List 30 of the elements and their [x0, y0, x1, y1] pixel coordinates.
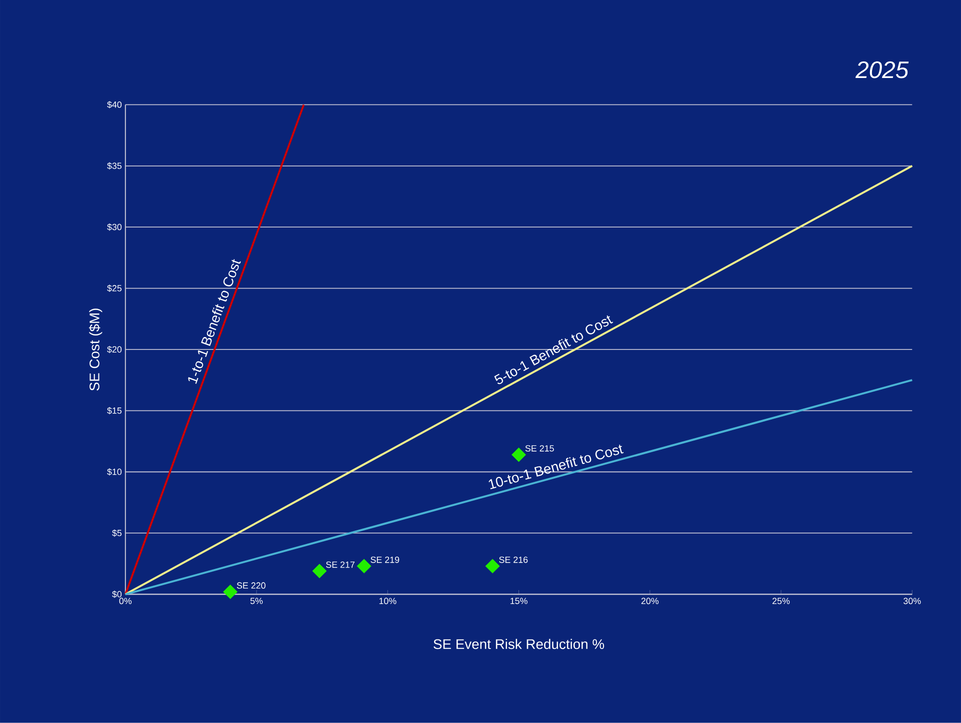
x-tick-label: 15% — [510, 598, 528, 604]
x-tick-label: 0% — [119, 598, 132, 604]
y-tick-label: $25 — [107, 284, 122, 292]
y-tick-label: $15 — [107, 407, 122, 414]
y-axis-title: SE Cost ($M) — [88, 308, 102, 391]
annotation: SE 216 — [499, 556, 528, 563]
y-tick-label: $30 — [107, 224, 122, 231]
y-tick-label: $20 — [107, 346, 122, 354]
y-tick-label: $10 — [107, 468, 122, 476]
point — [485, 558, 500, 574]
point — [223, 584, 238, 600]
x-tick-label: 5% — [250, 598, 263, 604]
point — [356, 558, 372, 574]
point — [312, 564, 327, 578]
x-tick-label: 10% — [379, 598, 396, 604]
annotation: SE 220 — [236, 582, 266, 589]
chart-title: 2025 — [855, 61, 909, 78]
annotation: SE 215 — [525, 445, 554, 452]
x-tick-label: 20% — [641, 598, 659, 604]
annotation: SE 217 — [326, 562, 355, 568]
x-tick-label: 25% — [772, 598, 790, 604]
x-axis-title: SE Event Risk Reduction % — [434, 638, 604, 650]
y-tick-label: $40 — [107, 101, 122, 108]
y-tick-label: $5 — [112, 530, 122, 537]
y-tick-label: $0 — [112, 590, 122, 598]
annotation: SE 219 — [370, 556, 400, 563]
text: 1-to-1 Benefit to Cost — [188, 259, 241, 384]
y-tick-label: $35 — [107, 162, 122, 170]
x-tick-label: 30% — [904, 598, 921, 604]
point — [512, 448, 526, 462]
